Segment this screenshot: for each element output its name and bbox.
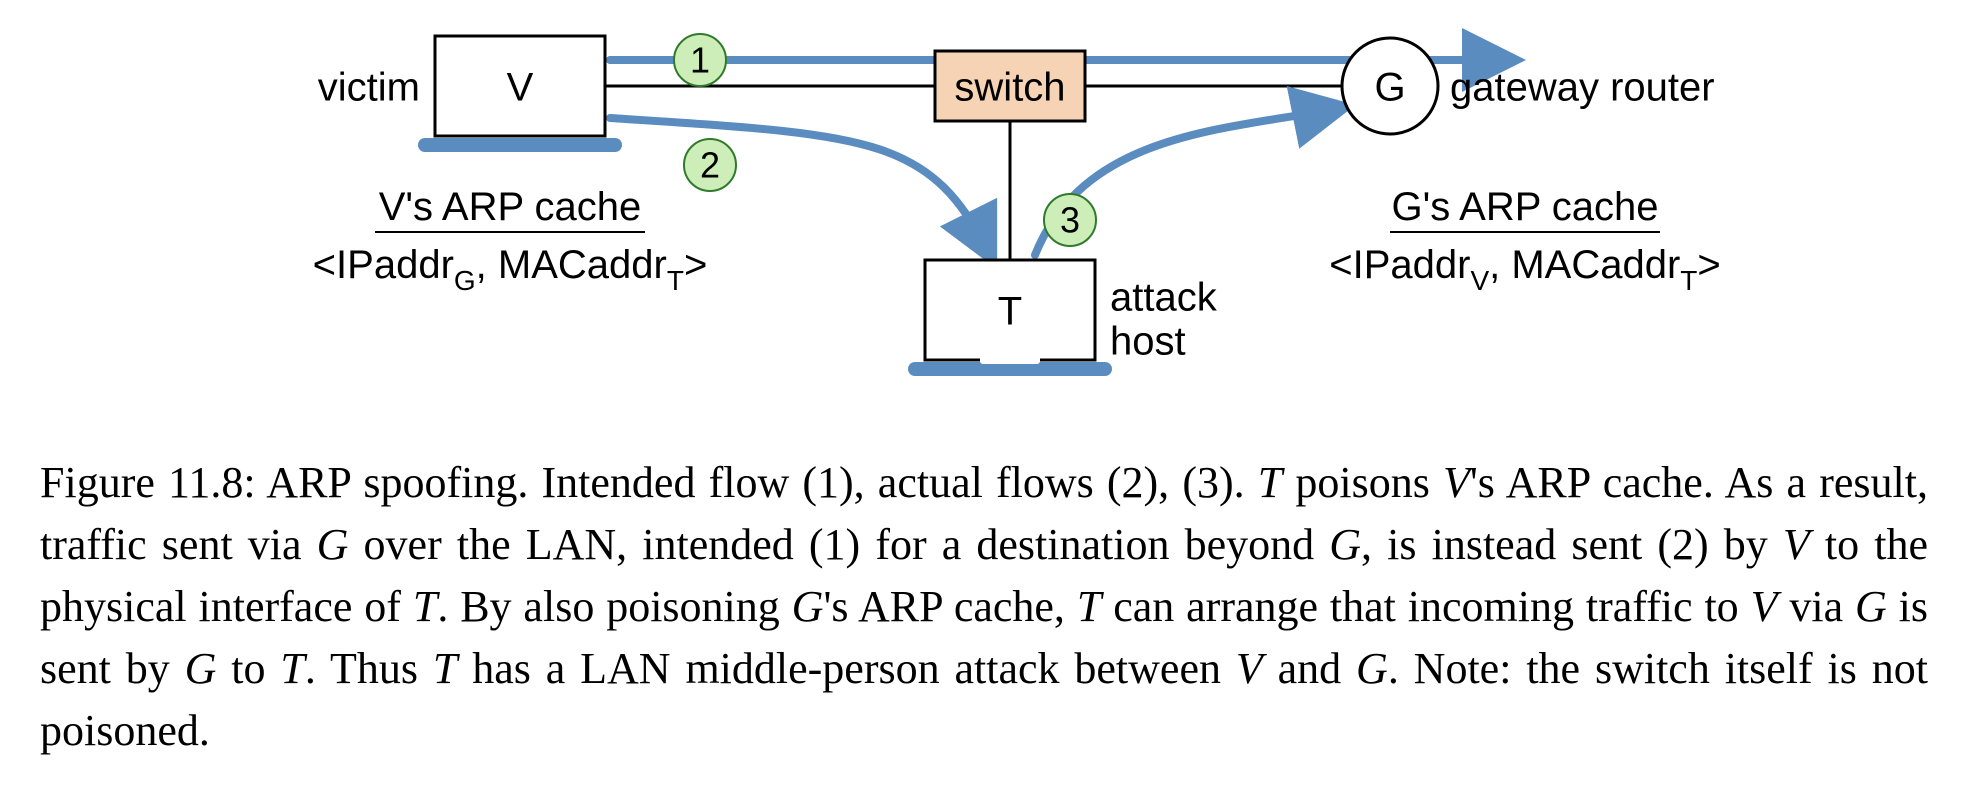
gateway-side-label: gateway router bbox=[1450, 66, 1715, 110]
attacker-laptop: T attack host bbox=[908, 260, 1218, 376]
victim-cache-mid: , MACaddr bbox=[476, 243, 667, 287]
step-1: 1 bbox=[674, 34, 726, 86]
step-2: 2 bbox=[684, 139, 736, 191]
step-3: 3 bbox=[1044, 194, 1096, 246]
figure-caption: Figure 11.8: ARP spoofing. Intended flow… bbox=[40, 452, 1928, 762]
gateway-cache-sub2: T bbox=[1680, 265, 1697, 296]
victim-cache-suffix: > bbox=[684, 243, 707, 287]
attacker-trackpad bbox=[980, 355, 1040, 364]
victim-base bbox=[418, 138, 622, 152]
victim-cache-sub1: G bbox=[454, 265, 476, 296]
victim-label: V bbox=[507, 66, 534, 110]
victim-side-label: victim bbox=[318, 66, 420, 110]
gateway-label: G bbox=[1374, 66, 1405, 110]
network-diagram: V victim switch G gateway router T attac… bbox=[0, 0, 1968, 440]
attacker-label: T bbox=[998, 290, 1022, 334]
gateway-cache-prefix: <IPaddr bbox=[1329, 243, 1470, 287]
victim-cache-entry: <IPaddrG, MACaddrT> bbox=[313, 243, 708, 296]
figure-root: V victim switch G gateway router T attac… bbox=[0, 0, 1968, 786]
gateway-cache-entry: <IPaddrV, MACaddrT> bbox=[1329, 243, 1721, 296]
step-2-label: 2 bbox=[700, 145, 720, 186]
victim-arp-cache: V's ARP cache <IPaddrG, MACaddrT> bbox=[313, 185, 708, 296]
victim-cache-sub2: T bbox=[667, 265, 684, 296]
victim-cache-title: V's ARP cache bbox=[379, 185, 642, 229]
gateway-cache-mid: , MACaddr bbox=[1489, 243, 1680, 287]
gateway-arp-cache: G's ARP cache <IPaddrV, MACaddrT> bbox=[1329, 185, 1721, 296]
attacker-base bbox=[908, 362, 1112, 376]
victim-laptop: V victim bbox=[318, 36, 622, 152]
flow-2-to-attacker bbox=[610, 118, 990, 255]
gateway-node: G gateway router bbox=[1342, 38, 1715, 134]
switch-node: switch bbox=[935, 51, 1085, 121]
step-3-label: 3 bbox=[1060, 200, 1080, 241]
gateway-cache-title: G's ARP cache bbox=[1391, 185, 1658, 229]
attacker-side-label-1: attack bbox=[1110, 276, 1218, 320]
step-1-label: 1 bbox=[690, 40, 710, 81]
gateway-cache-suffix: > bbox=[1697, 243, 1720, 287]
victim-cache-prefix: <IPaddr bbox=[313, 243, 454, 287]
gateway-cache-sub1: V bbox=[1470, 265, 1489, 296]
switch-label: switch bbox=[954, 66, 1065, 110]
attacker-side-label-2: host bbox=[1110, 320, 1186, 364]
